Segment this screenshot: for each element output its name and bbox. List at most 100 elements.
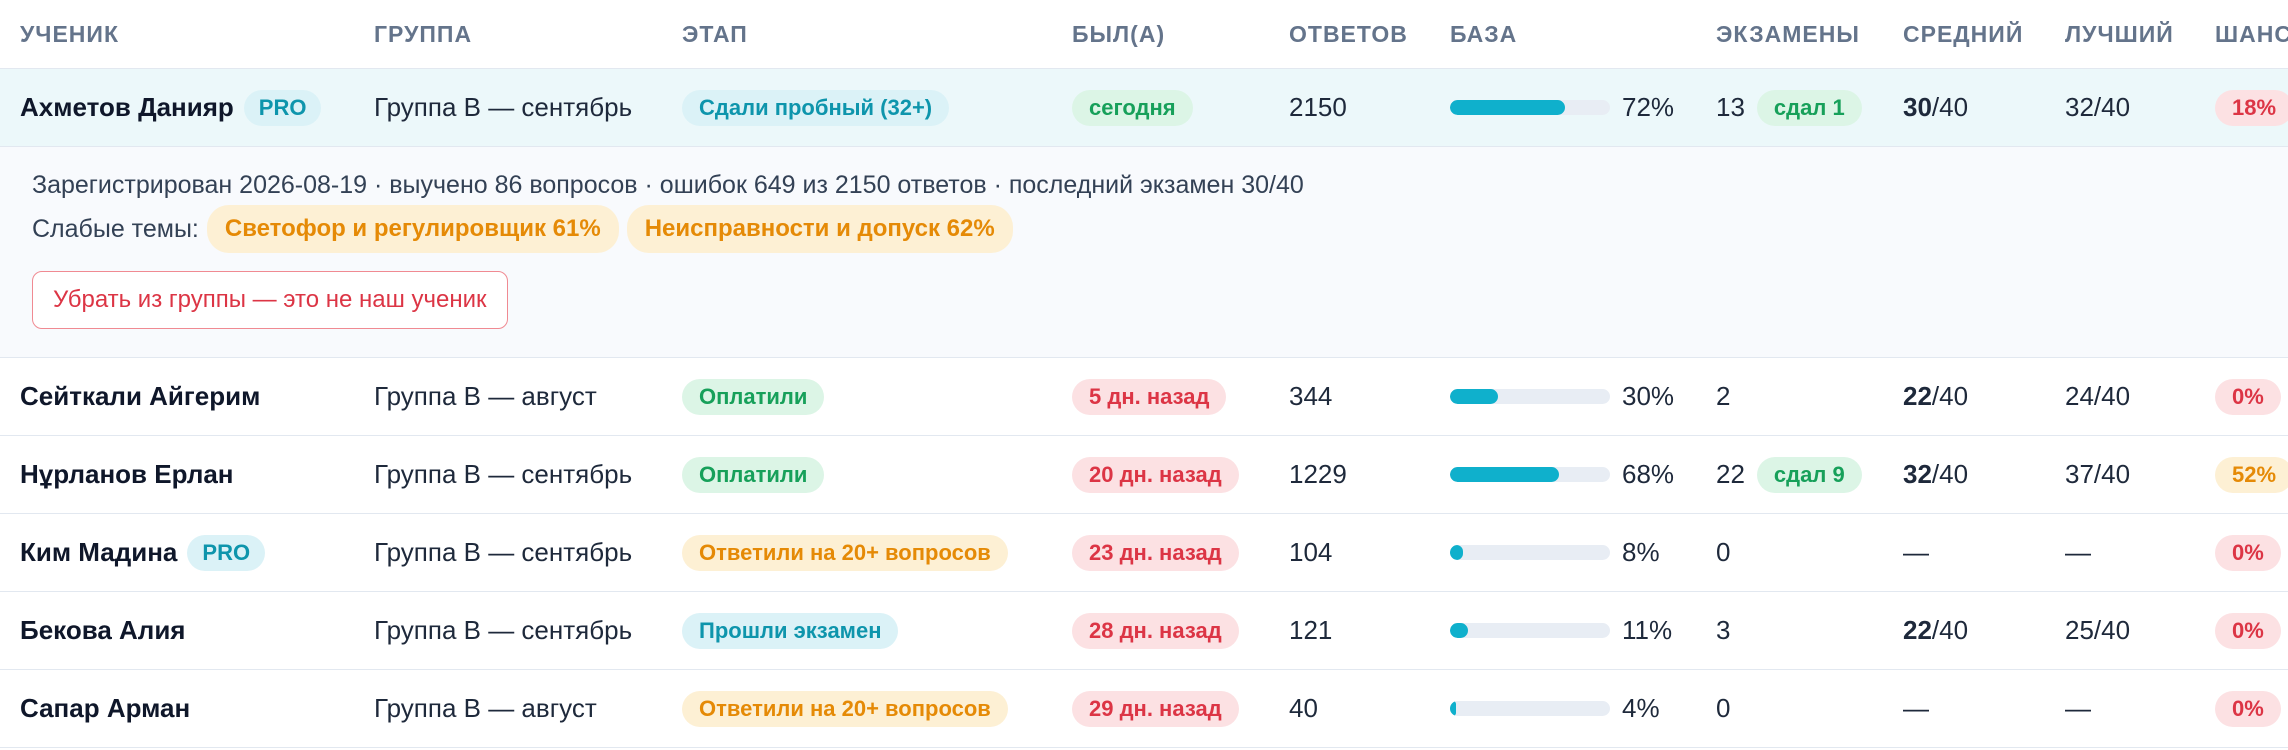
base-progress-fill (1450, 467, 1559, 482)
answers-count: 40 (1289, 693, 1318, 723)
chance-badge: 0% (2215, 378, 2281, 415)
base-progress-fill (1450, 545, 1463, 560)
stage-badge: Ответили на 20+ вопросов (682, 690, 1008, 727)
table-row[interactable]: Ким Мадина PRO Группа B — сентябрь Ответ… (0, 514, 2288, 592)
stage-badge: Прошли экзамен (682, 612, 899, 649)
header-seen[interactable]: БЫЛ(А) (1072, 20, 1166, 47)
stage-badge: Ответили на 20+ вопросов (682, 534, 1008, 571)
weak-topic-tag: Светофор и регулировщик 61% (206, 205, 619, 253)
last-seen-badge: сегодня (1072, 89, 1193, 126)
header-exams[interactable]: ЭКЗАМЕНЫ (1716, 20, 1860, 47)
student-name: Бекова Алия (20, 615, 186, 645)
table-row[interactable]: Бекова Алия Группа B — сентябрь Прошли э… (0, 592, 2288, 670)
base-progress-fill (1450, 623, 1468, 638)
chance-badge: 0% (2215, 612, 2281, 649)
table-row[interactable]: Сейткали Айгерим Группа B — август Оплат… (0, 358, 2288, 436)
exams-count: 2 (1716, 381, 1731, 411)
table-row[interactable]: Нұрланов Ерлан Группа B — сентябрь Оплат… (0, 436, 2288, 514)
best-score: 24/40 (2065, 381, 2131, 411)
student-detail-panel: Зарегистрирован 2026-08-19 · выучено 86 … (0, 147, 2288, 358)
avg-score: 32 (1903, 459, 1932, 489)
student-group: Группа B — сентябрь (374, 537, 633, 567)
avg-max: /40 (1931, 615, 1969, 645)
answers-count: 121 (1289, 615, 1333, 645)
student-name: Ахметов Данияр (20, 92, 234, 122)
stage-badge: Оплатили (682, 378, 825, 415)
avg-max: /40 (1931, 381, 1969, 411)
base-progress-bar (1450, 100, 1610, 115)
base-progress-fill (1450, 389, 1498, 404)
best-score: 32/40 (2065, 92, 2131, 122)
base-progress-bar (1450, 467, 1610, 482)
remove-from-group-button[interactable]: Убрать из группы — это не наш ученик (32, 271, 508, 329)
pro-badge: PRO (243, 89, 322, 126)
base-progress-fill (1450, 701, 1457, 716)
exams-count: 0 (1716, 537, 1731, 567)
base-percent: 72% (1622, 92, 1675, 122)
header-best[interactable]: ЛУЧШИЙ (2065, 20, 2174, 47)
avg-score: — (1903, 693, 1929, 723)
student-name: Сапар Арман (20, 693, 191, 723)
student-group: Группа B — сентябрь (374, 615, 633, 645)
answers-count: 344 (1289, 381, 1333, 411)
table-header: УЧЕНИК ГРУППА ЭТАП БЫЛ(А) ОТВЕТОВ БАЗА Э… (0, 0, 2288, 69)
avg-score: 22 (1903, 381, 1932, 411)
base-percent: 8% (1622, 537, 1660, 567)
table-row[interactable]: Ахметов Данияр PRO Группа B — сентябрь С… (0, 69, 2288, 147)
last-seen-badge: 28 дн. назад (1072, 612, 1239, 649)
base-progress-bar (1450, 701, 1610, 716)
stage-badge: Оплатили (682, 456, 825, 493)
base-progress-fill (1450, 100, 1566, 115)
student-group: Группа B — сентябрь (374, 459, 633, 489)
best-score: 25/40 (2065, 615, 2131, 645)
student-name: Ким Мадина (20, 537, 178, 567)
answers-count: 104 (1289, 537, 1333, 567)
header-answers[interactable]: ОТВЕТОВ (1289, 20, 1408, 47)
best-score: 37/40 (2065, 459, 2131, 489)
avg-score: — (1903, 537, 1929, 567)
weak-topic-tag: Неисправности и допуск 62% (626, 205, 1013, 253)
chance-badge: 52% (2215, 456, 2288, 493)
base-progress-bar (1450, 389, 1610, 404)
passed-badge: сдал 9 (1756, 456, 1862, 493)
stage-badge: Сдали пробный (32+) (682, 89, 950, 126)
header-stage[interactable]: ЭТАП (682, 20, 748, 47)
base-percent: 11% (1622, 615, 1673, 645)
base-progress-bar (1450, 623, 1610, 638)
chance-badge: 18% (2215, 89, 2288, 126)
student-name: Сейткали Айгерим (20, 381, 261, 411)
answers-count: 1229 (1289, 459, 1347, 489)
weak-topics: Слабые темы: Светофор и регулировщик 61%… (32, 205, 1013, 253)
header-base[interactable]: БАЗА (1450, 20, 1518, 47)
pro-badge: PRO (187, 534, 266, 571)
student-group: Группа B — август (374, 381, 597, 411)
avg-max: /40 (1931, 459, 1969, 489)
student-group: Группа B — август (374, 693, 597, 723)
last-seen-badge: 23 дн. назад (1072, 534, 1239, 571)
last-seen-badge: 20 дн. назад (1072, 456, 1239, 493)
chance-badge: 0% (2215, 534, 2281, 571)
exams-count: 0 (1716, 693, 1731, 723)
header-chance[interactable]: ШАНС (2215, 20, 2288, 47)
exams-count: 13 (1716, 92, 1745, 122)
avg-max: /40 (1931, 92, 1969, 122)
base-percent: 30% (1622, 381, 1675, 411)
student-group: Группа B — сентябрь (374, 92, 633, 122)
header-avg[interactable]: СРЕДНИЙ (1903, 20, 2024, 47)
weak-topics-label: Слабые темы: (32, 214, 199, 243)
last-seen-badge: 5 дн. назад (1072, 378, 1227, 415)
student-name: Нұрланов Ерлан (20, 459, 234, 489)
best-score: — (2065, 537, 2091, 567)
chance-badge: 0% (2215, 690, 2281, 727)
passed-badge: сдал 1 (1756, 89, 1862, 126)
header-group[interactable]: ГРУППА (374, 20, 473, 47)
detail-summary: Зарегистрирован 2026-08-19 · выучено 86 … (32, 171, 1304, 199)
avg-score: 30 (1903, 92, 1932, 122)
answers-count: 2150 (1289, 92, 1347, 122)
last-seen-badge: 29 дн. назад (1072, 690, 1239, 727)
best-score: — (2065, 693, 2091, 723)
header-student[interactable]: УЧЕНИК (20, 20, 119, 47)
table-row[interactable]: Сапар Арман Группа B — август Ответили н… (0, 670, 2288, 748)
exams-count: 22 (1716, 459, 1745, 489)
